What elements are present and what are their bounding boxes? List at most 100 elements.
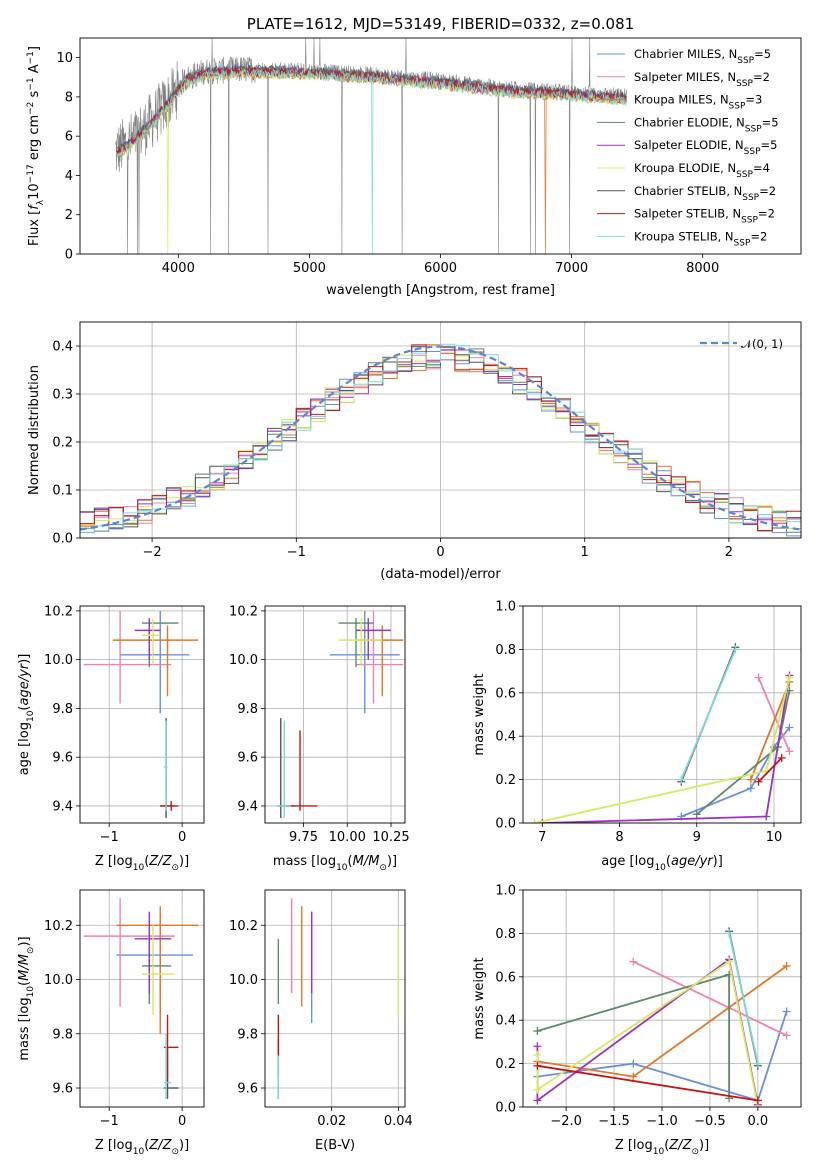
x-tick-label: 0.02 (317, 1114, 346, 1129)
x-tick-label: 10 (766, 830, 783, 845)
y-tick-label: 0.0 (495, 817, 516, 832)
weight-marker (785, 723, 794, 732)
mass-vs-Z-plot-area (83, 898, 199, 1099)
age-vs-mass-plot-area (277, 610, 404, 819)
weight-marker (782, 961, 791, 970)
mass-vs-Z-ylabel: mass [log10(M/M⊙)] (17, 936, 36, 1060)
y-tick-label: 9.8 (52, 1027, 73, 1042)
y-tick-label: 8 (65, 90, 73, 105)
x-tick-label: 9 (693, 830, 701, 845)
y-tick-label: 0.2 (495, 1057, 516, 1072)
y-tick-label: 10 (56, 51, 73, 66)
age-vs-Z-xlabel: Z [log10(Z/Z⊙)] (95, 854, 189, 873)
weight-marker (530, 819, 539, 823)
x-tick-label: 0 (178, 830, 186, 845)
x-tick-label: −1 (100, 1114, 119, 1129)
legend-label: Kroupa ELODIE, NSSP=4 (634, 161, 770, 180)
weight-marker (538, 819, 547, 823)
mass-vs-EBV-ticks: 0.02 0.04 9.6 9.8 10.0 10.2 (229, 919, 413, 1129)
weight-vs-Z-ylabel: mass weight (472, 957, 487, 1039)
weight-marker (782, 1007, 791, 1016)
y-tick-label: 6 (65, 130, 73, 145)
x-tick-label: 7000 (555, 261, 588, 276)
y-tick-label: 10.2 (44, 919, 73, 934)
weight-vs-age-ticks: 7 8 9 10 0.0 0.2 0.4 0.6 0.8 1.0 (495, 600, 782, 846)
x-tick-label: 7 (538, 830, 546, 845)
y-tick-label: 10.0 (44, 653, 73, 668)
age-vs-Z-ticks: −1 0 9.4 9.6 9.8 10.0 10.2 (44, 604, 186, 845)
legend-label: Chabrier MILES, NSSP=5 (634, 47, 771, 66)
residuals-ticks: −2 −1 0 1 2 0.0 0.1 0.2 0.3 0.4 (52, 340, 733, 561)
y-tick-label: 9.4 (52, 799, 73, 814)
x-tick-label: 8000 (686, 261, 719, 276)
weight-vs-Z-xlabel: Z [log10(Z/Z⊙)] (615, 1138, 709, 1157)
x-tick-label: 9.75 (289, 830, 318, 845)
weight-marker (785, 673, 794, 682)
legend-label: Chabrier ELODIE, NSSP=5 (634, 115, 779, 134)
x-tick-label: 0.04 (384, 1114, 413, 1129)
x-tick-label: 10.25 (372, 830, 409, 845)
weight-vs-age-plot-area (530, 643, 794, 823)
legend-label: Chabrier STELIB, NSSP=2 (634, 184, 776, 203)
x-tick-label: 5000 (293, 261, 326, 276)
y-tick-label: 0.1 (52, 484, 73, 499)
axes-frame (79, 321, 802, 539)
y-tick-label: 0 (65, 248, 73, 263)
weight-marker (782, 1031, 791, 1040)
axes-frame (264, 889, 406, 1108)
axes-frame (79, 605, 205, 824)
weight-marker (754, 673, 763, 682)
x-tick-label: 6000 (424, 261, 457, 276)
mass-vs-EBV-xlabel: E(B-V) (315, 1138, 355, 1153)
weight-marker (533, 1096, 542, 1105)
spectrum-legend: Chabrier MILES, NSSP=5 Salpeter MILES, NS… (597, 47, 779, 248)
axes-frame (79, 37, 802, 255)
legend-label: Salpeter MILES, NSSP=2 (634, 70, 770, 89)
y-tick-label: 0.0 (495, 1101, 516, 1116)
legend-label: Salpeter STELIB, NSSP=2 (634, 207, 775, 226)
axes-frame (264, 605, 406, 824)
weight-marker (753, 1059, 762, 1068)
weight-line-5 (534, 677, 791, 823)
axes-frame (522, 605, 802, 824)
spectrum-ylabel: Flux [fλ10−17 erg cm−2 s−1 A−1] (26, 46, 46, 246)
x-tick-label: −1 (100, 830, 119, 845)
age-vs-mass-xlabel: mass [log10(M/M⊙)] (273, 854, 397, 873)
x-tick-label: 0.0 (748, 1114, 769, 1129)
legend-label: Kroupa STELIB, NSSP=2 (634, 229, 767, 248)
y-tick-label: 0.8 (495, 643, 516, 658)
weight-marker (746, 775, 755, 784)
y-tick-label: 9.8 (237, 702, 258, 717)
age-vs-mass-axes (265, 606, 405, 823)
y-tick-label: 4 (65, 169, 73, 184)
weight-marker (762, 812, 771, 821)
normal-curve (80, 345, 801, 531)
weight-marker (754, 777, 763, 786)
y-tick-label: 1.0 (495, 884, 516, 899)
weight-line-8 (728, 933, 759, 1064)
weight-vs-Z-axes (523, 889, 801, 1108)
weight-marker (533, 1085, 542, 1094)
age-vs-Z-plot-area (83, 610, 199, 819)
weight-marker (725, 957, 734, 966)
spectrum-ticks: 4000 5000 6000 7000 8000 0 2 4 6 8 10 (56, 51, 719, 276)
y-tick-label: 0.6 (495, 686, 516, 701)
weight-line-7 (537, 1064, 759, 1102)
weight-marker (533, 1042, 542, 1051)
y-tick-label: 10.0 (44, 973, 73, 988)
model-spectrum-7 (116, 66, 627, 156)
weight-line-8 (680, 649, 737, 780)
observed-spectrum (115, 38, 627, 254)
y-tick-label: 9.8 (52, 702, 73, 717)
weight-marker (533, 1061, 542, 1070)
weight-line-0 (537, 1011, 788, 1102)
y-tick-label: 9.6 (237, 1082, 258, 1097)
y-tick-label: 0.4 (52, 340, 73, 355)
y-tick-label: 9.6 (237, 751, 258, 766)
x-tick-label: −1 (287, 545, 306, 560)
mass-vs-EBV-axes (265, 890, 405, 1107)
spectrum-plot-area (115, 38, 627, 254)
weight-marker (629, 1072, 638, 1081)
weight-marker (629, 1059, 638, 1068)
residuals-ylabel: Normed distribution (27, 365, 42, 495)
